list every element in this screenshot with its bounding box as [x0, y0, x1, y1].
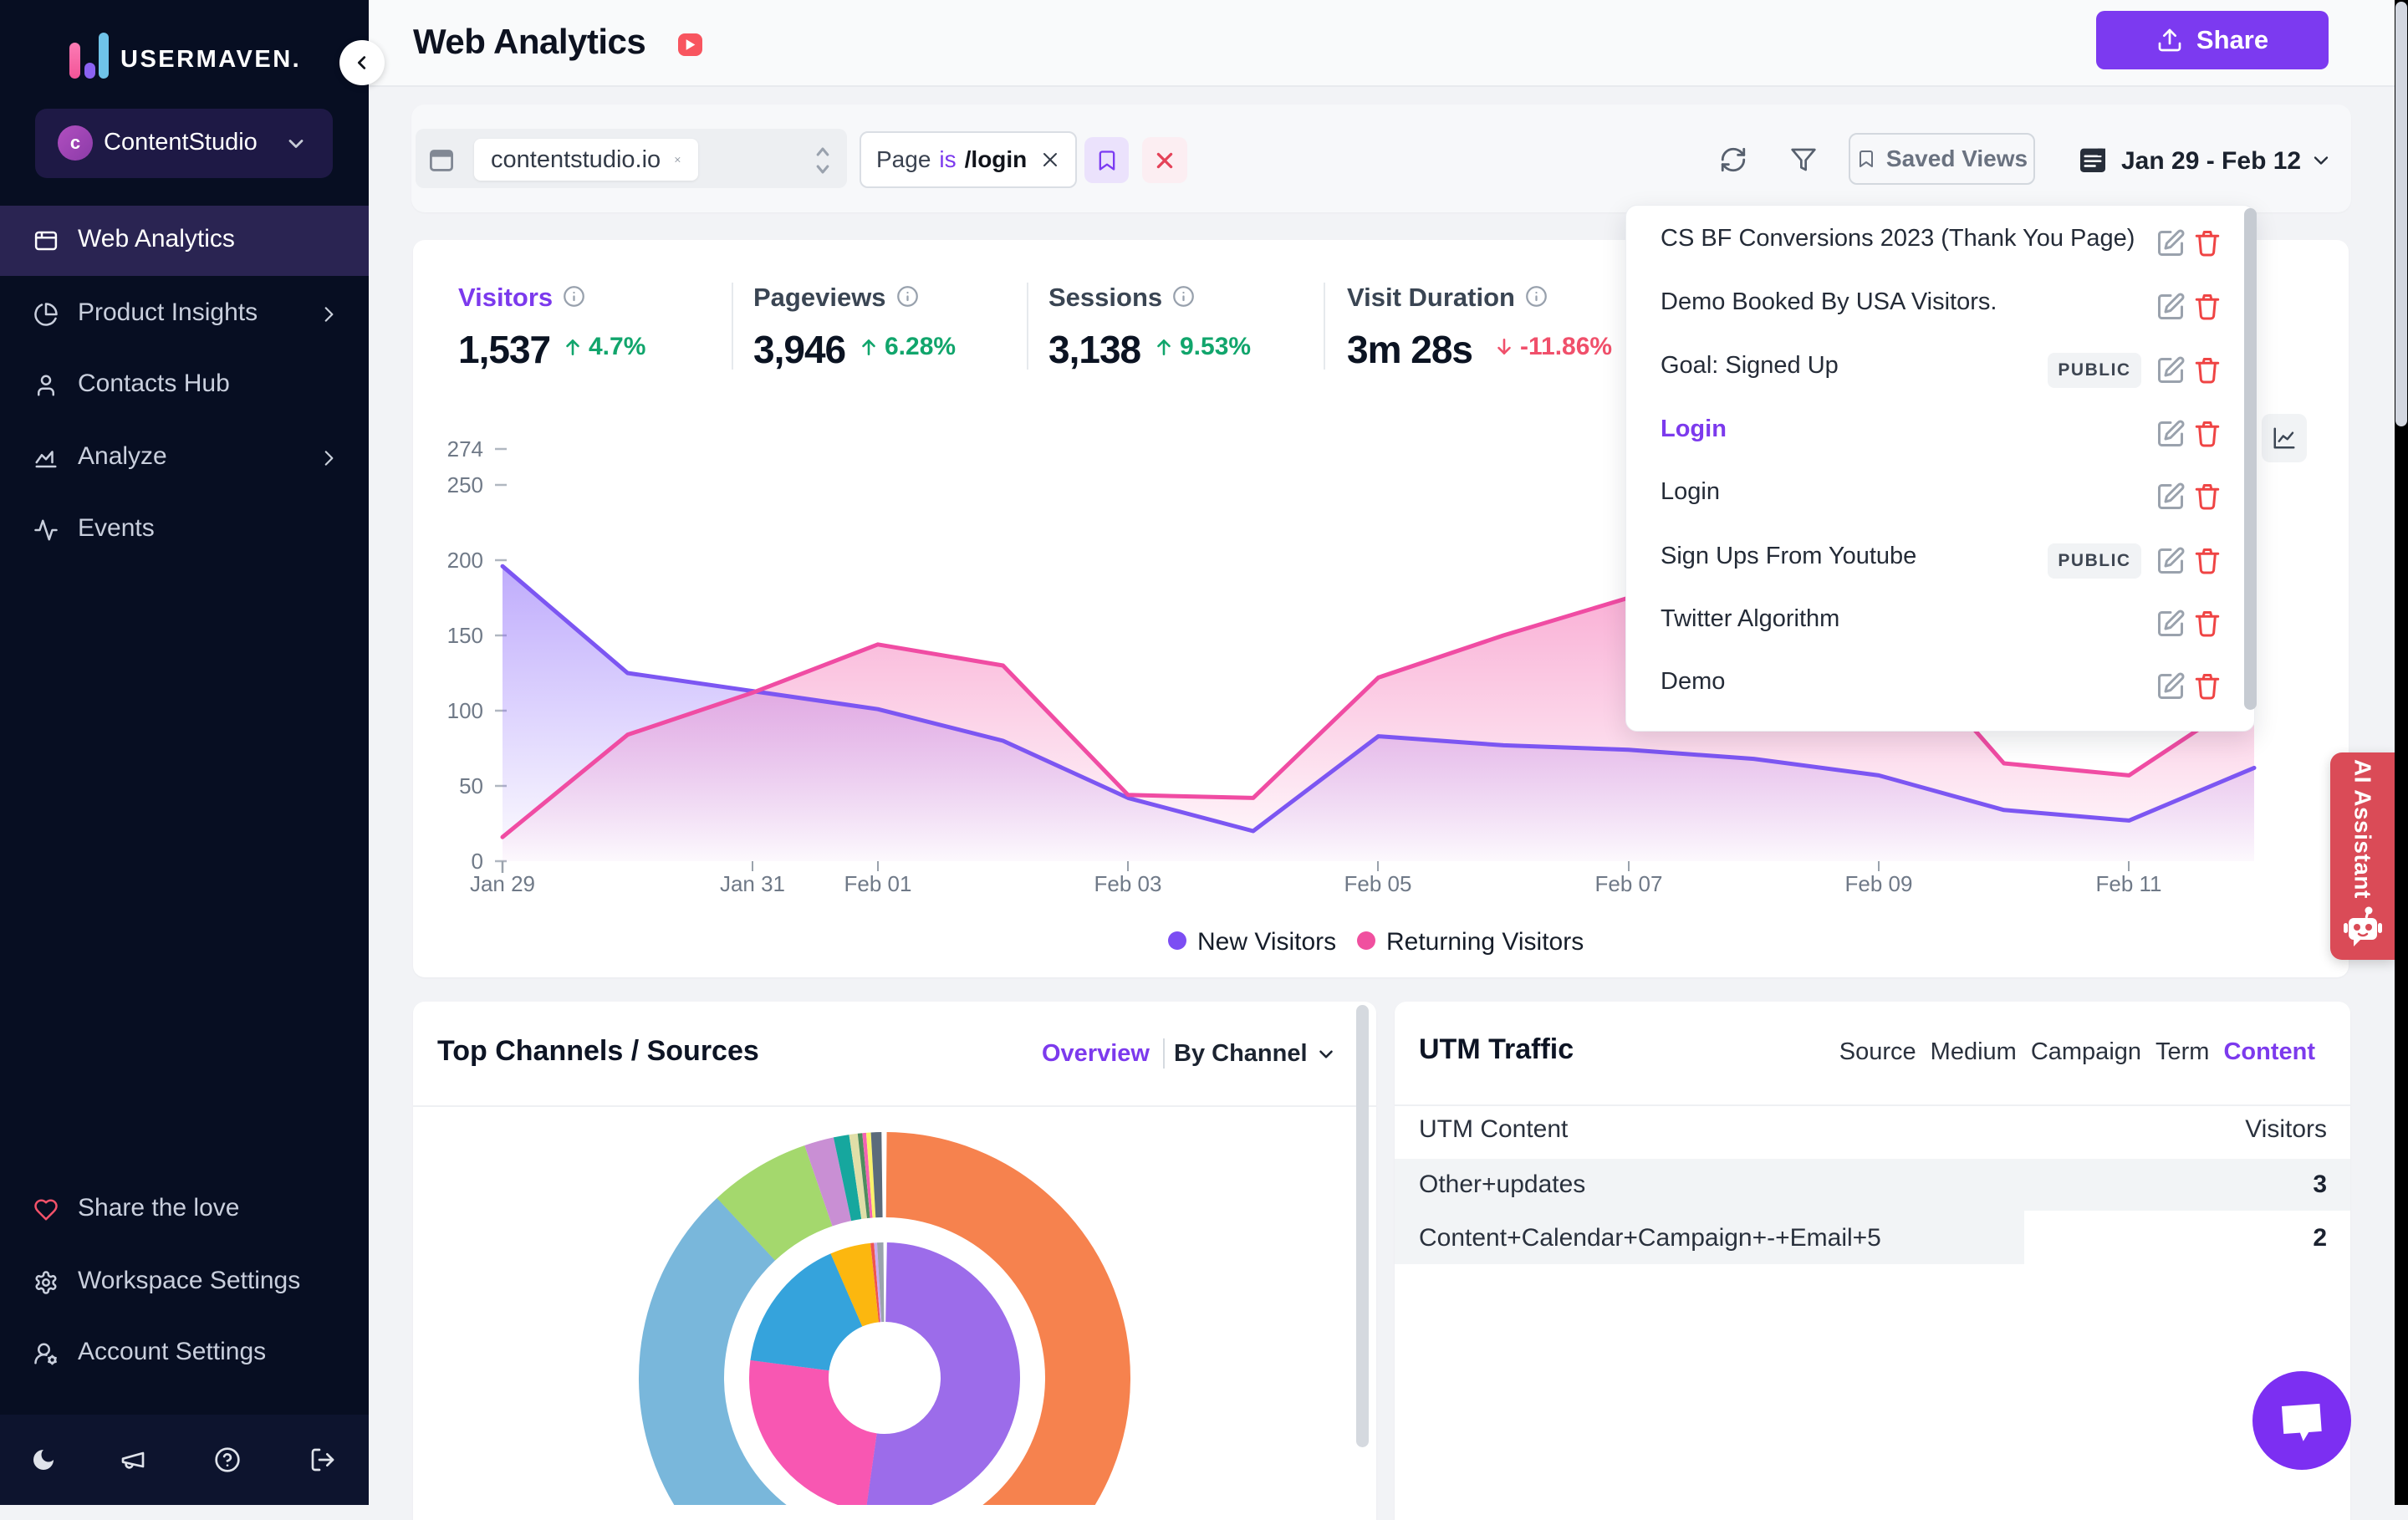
svg-text:Feb 01: Feb 01: [844, 871, 912, 896]
svg-text:274: 274: [447, 436, 483, 462]
svg-text:150: 150: [447, 623, 483, 648]
svg-text:Feb 11: Feb 11: [2095, 871, 2161, 896]
svg-text:50: 50: [459, 773, 483, 798]
svg-text:100: 100: [447, 698, 483, 723]
svg-text:Feb 07: Feb 07: [1595, 871, 1663, 896]
svg-text:Returning Visitors: Returning Visitors: [1386, 928, 1584, 956]
svg-text:200: 200: [447, 548, 483, 573]
svg-text:Feb 03: Feb 03: [1094, 871, 1162, 896]
svg-text:Feb 05: Feb 05: [1344, 871, 1412, 896]
svg-text:Jan 29: Jan 29: [470, 871, 535, 896]
svg-text:250: 250: [447, 472, 483, 497]
svg-text:Jan 31: Jan 31: [720, 871, 785, 896]
svg-text:0: 0: [472, 849, 483, 874]
svg-text:Feb 09: Feb 09: [1845, 871, 1913, 896]
svg-text:New Visitors: New Visitors: [1197, 928, 1336, 956]
